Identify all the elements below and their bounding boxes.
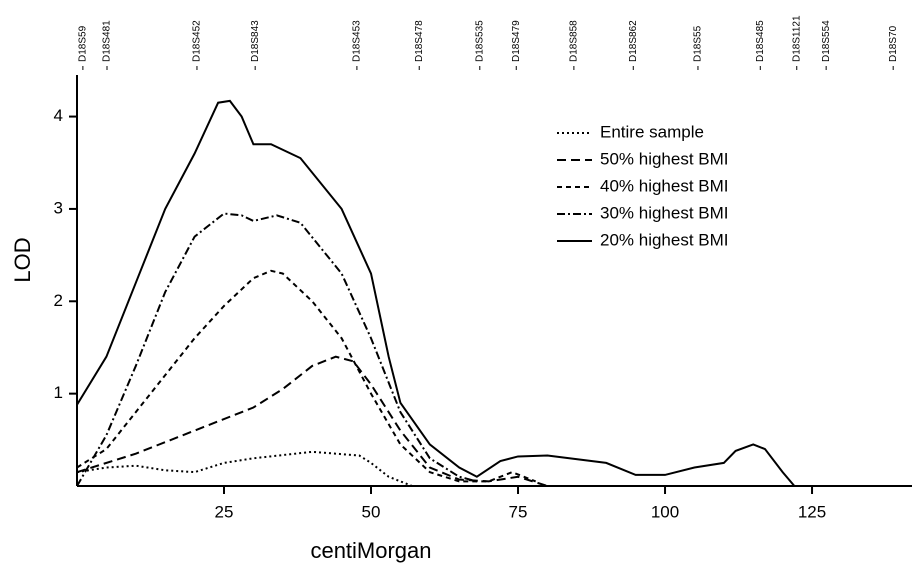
marker-label: D18S862: [628, 20, 639, 62]
series-line: [76, 99, 796, 487]
marker-label: D18S485: [755, 20, 766, 62]
marker-label: D18S535: [474, 20, 485, 62]
marker-label: D18S55: [693, 25, 704, 62]
series-line: [76, 355, 548, 487]
marker-label: D18S59: [78, 25, 89, 62]
marker-label: D18S1121: [791, 15, 802, 62]
legend-label: 20% highest BMI: [600, 230, 729, 249]
series-line: [76, 450, 413, 487]
marker-label: D18S452: [192, 20, 203, 62]
x-tick-label: 25: [215, 502, 234, 521]
legend-label: 50% highest BMI: [600, 149, 729, 168]
x-tick-label: 125: [798, 502, 826, 521]
x-tick-label: 75: [509, 502, 528, 521]
marker-label: D18S843: [250, 20, 261, 62]
legend-label: 40% highest BMI: [600, 176, 729, 195]
legend-label: Entire sample: [600, 122, 704, 141]
marker-label: D18S481: [102, 20, 113, 62]
marker-label: D18S858: [569, 20, 580, 62]
marker-label: D18S479: [511, 20, 522, 62]
x-axis-label: centiMorgan: [310, 538, 431, 563]
y-tick-label: 4: [54, 106, 63, 125]
marker-label: D18S453: [352, 20, 363, 62]
marker-label: D18S70: [888, 25, 899, 62]
y-axis-label: LOD: [10, 237, 35, 282]
y-tick-label: 2: [54, 291, 63, 310]
series-line: [76, 269, 537, 483]
marker-label: D18S478: [414, 20, 425, 62]
marker-label: D18S554: [821, 20, 832, 62]
x-tick-label: 50: [362, 502, 381, 521]
y-tick-label: 1: [54, 383, 63, 402]
x-tick-label: 100: [651, 502, 679, 521]
series-line: [76, 212, 478, 487]
legend-label: 30% highest BMI: [600, 203, 729, 222]
y-tick-label: 3: [54, 198, 63, 217]
